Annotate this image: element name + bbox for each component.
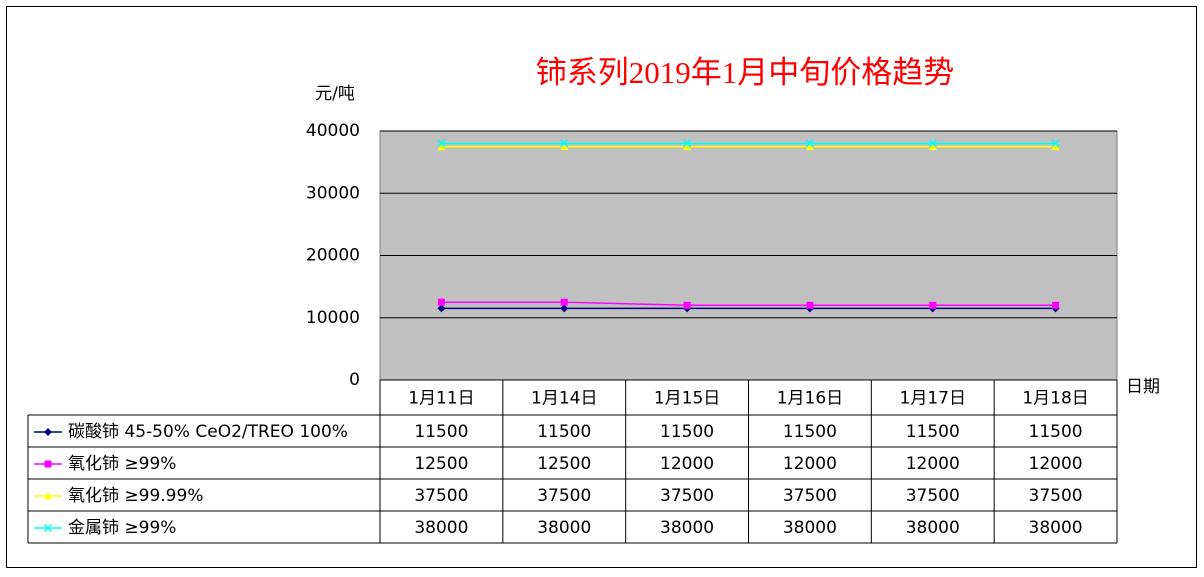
- marker: [560, 142, 569, 151]
- marker: [1051, 142, 1060, 151]
- x-axis-label: 日期: [1126, 377, 1160, 397]
- series-line: [441, 301, 1056, 307]
- legend-label: 金属铈 ≥99%: [68, 518, 176, 538]
- y-tick-label: 10000: [306, 308, 360, 328]
- legend-marker: [43, 523, 53, 533]
- legend-marker: [44, 460, 52, 468]
- table-value: 38000: [1029, 518, 1083, 538]
- y-tick-label: 20000: [306, 246, 360, 266]
- table-value: 11500: [414, 422, 468, 442]
- marker: [929, 301, 937, 309]
- table-value: 12500: [537, 454, 591, 474]
- table-value: 12000: [660, 454, 714, 474]
- marker: [560, 304, 569, 313]
- legend-marker: [44, 428, 52, 436]
- marker: [1052, 301, 1060, 309]
- table-value: 38000: [783, 518, 837, 538]
- table-value: 11500: [537, 422, 591, 442]
- marker: [683, 142, 692, 151]
- table-value: 37500: [906, 486, 960, 506]
- y-tick-label: 30000: [306, 183, 360, 203]
- chart-title: 铈系列2019年1月中旬价格趋势: [536, 55, 955, 90]
- marker: [437, 142, 446, 151]
- marker: [806, 301, 814, 309]
- x-tick-label: 1月18日: [1022, 389, 1088, 409]
- table-value: 12000: [906, 454, 960, 474]
- marker: [437, 139, 446, 148]
- table-value: 37500: [783, 486, 837, 506]
- marker: [928, 139, 937, 148]
- marker: [560, 298, 568, 306]
- x-tick-label: 1月16日: [777, 389, 843, 409]
- x-tick-label: 1月14日: [531, 389, 597, 409]
- table-value: 12000: [783, 454, 837, 474]
- legend-label: 氧化铈 ≥99%: [68, 454, 176, 474]
- marker: [805, 139, 814, 148]
- marker: [683, 139, 692, 148]
- legend-marker: [44, 492, 52, 500]
- table-value: 37500: [660, 486, 714, 506]
- marker: [560, 139, 569, 148]
- x-tick-label: 1月15日: [654, 389, 720, 409]
- marker: [928, 142, 937, 151]
- table-value: 37500: [537, 486, 591, 506]
- table-value: 37500: [1029, 486, 1083, 506]
- legend-label: 碳酸铈 45-50% CeO2/TREO 100%: [68, 422, 348, 442]
- y-axis-label: 元/吨: [315, 84, 355, 104]
- table-value: 38000: [537, 518, 591, 538]
- x-tick-label: 1月17日: [900, 389, 966, 409]
- table-value: 38000: [660, 518, 714, 538]
- table-value: 11500: [1029, 422, 1083, 442]
- table-value: 11500: [660, 422, 714, 442]
- x-tick-label: 1月11日: [408, 389, 474, 409]
- marker: [437, 298, 445, 306]
- y-tick-label: 0: [349, 370, 360, 390]
- marker: [805, 142, 814, 151]
- table-value: 11500: [906, 422, 960, 442]
- y-tick-label: 40000: [306, 121, 360, 141]
- table-value: 38000: [906, 518, 960, 538]
- marker: [437, 304, 446, 313]
- table-value: 12500: [414, 454, 468, 474]
- table-value: 12000: [1029, 454, 1083, 474]
- marker: [683, 301, 691, 309]
- table-value: 38000: [414, 518, 468, 538]
- legend-label: 氧化铈 ≥99.99%: [68, 486, 203, 506]
- table-value: 37500: [414, 486, 468, 506]
- table-value: 11500: [783, 422, 837, 442]
- marker: [1051, 139, 1060, 148]
